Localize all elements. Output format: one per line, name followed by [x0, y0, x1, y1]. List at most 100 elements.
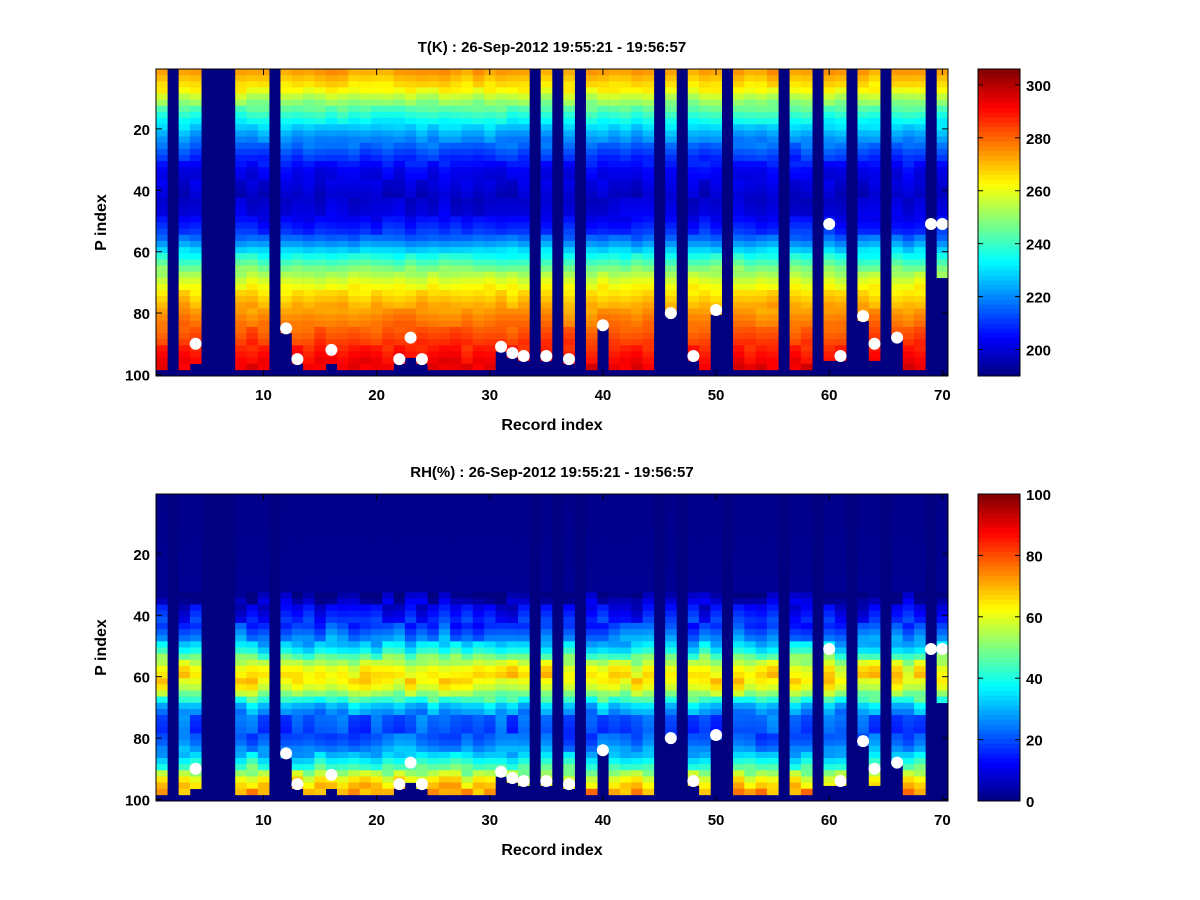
heatmap-cell — [416, 148, 428, 156]
heatmap-cell — [291, 555, 304, 562]
heatmap-cell — [370, 314, 383, 322]
heatmap-cell — [382, 87, 394, 94]
heatmap-cell — [518, 739, 530, 747]
heatmap-cell — [189, 142, 202, 150]
heatmap-cell — [823, 124, 836, 131]
heatmap-cell — [914, 87, 926, 94]
heatmap-cell — [506, 124, 519, 131]
heatmap-cell — [461, 678, 474, 685]
heatmap-cell — [733, 296, 745, 303]
heatmap-cell — [404, 302, 417, 309]
heatmap-cell — [755, 543, 768, 550]
heatmap-cell — [687, 259, 700, 266]
heatmap-cell — [506, 277, 519, 285]
heatmap-cell — [235, 567, 247, 575]
heatmap-cell — [325, 308, 338, 315]
heatmap-cell — [563, 629, 575, 636]
heatmap-cell — [438, 154, 451, 162]
heatmap-cell — [370, 277, 383, 285]
heatmap-cell — [303, 191, 315, 199]
heatmap-cell — [178, 179, 191, 186]
heatmap-cell — [631, 758, 643, 765]
heatmap-cell — [461, 567, 474, 575]
heatmap-cell — [314, 105, 327, 113]
heatmap-cell — [755, 111, 768, 119]
heatmap-cell — [404, 536, 417, 544]
heatmap-column — [325, 494, 338, 790]
heatmap-cell — [348, 148, 360, 156]
heatmap-cell — [597, 142, 609, 150]
heatmap-cell — [416, 105, 428, 113]
heatmap-cell — [563, 222, 575, 229]
heatmap-cell — [246, 770, 259, 777]
heatmap-cell — [257, 629, 270, 636]
colorbar-segment — [978, 208, 1020, 214]
x-tick-label: 50 — [708, 387, 725, 404]
heatmap-cell — [416, 506, 428, 513]
heatmap-cell — [518, 665, 530, 673]
heatmap-cell — [665, 259, 677, 266]
heatmap-cell — [325, 715, 338, 722]
heatmap-cell — [178, 561, 191, 568]
heatmap-cell — [597, 308, 609, 315]
heatmap-cell — [914, 69, 926, 76]
heatmap-cell — [585, 672, 598, 679]
heatmap-cell — [359, 506, 372, 513]
heatmap-cell — [631, 702, 643, 710]
heatmap-cell — [484, 647, 496, 654]
heatmap-cell — [687, 173, 700, 180]
heatmap-cell — [891, 105, 904, 113]
heatmap-cell — [506, 721, 519, 728]
heatmap-cell — [710, 167, 723, 174]
heatmap-cell — [766, 314, 779, 322]
heatmap-cell — [427, 216, 440, 223]
heatmap-cell — [823, 253, 836, 260]
heatmap-cell — [699, 339, 711, 346]
heatmap-cell — [710, 161, 723, 168]
heatmap-cell — [506, 228, 519, 236]
colorbar-segment — [978, 323, 1020, 329]
heatmap-cell — [619, 69, 632, 76]
heatmap-cell — [416, 764, 428, 771]
heatmap-cell — [585, 610, 598, 618]
heatmap-cell — [914, 320, 926, 328]
heatmap-cell — [495, 265, 508, 272]
heatmap-cell — [563, 653, 575, 661]
heatmap-cell — [800, 69, 813, 76]
heatmap-cell — [800, 616, 813, 624]
heatmap-cell — [438, 283, 451, 291]
heatmap-cell — [642, 678, 655, 685]
heatmap-cell — [619, 240, 632, 248]
heatmap-cell — [631, 363, 643, 371]
heatmap-cell — [348, 333, 360, 340]
heatmap-cell — [891, 142, 904, 150]
heatmap-cell — [631, 782, 643, 790]
heatmap-cell — [540, 610, 553, 618]
heatmap-cell — [744, 167, 756, 174]
heatmap-cell — [484, 148, 496, 156]
colorbar-segment — [978, 260, 1020, 267]
heatmap-cell — [314, 715, 327, 722]
heatmap-cell — [755, 75, 768, 82]
heatmap-cell — [189, 277, 202, 285]
heatmap-cell — [766, 253, 779, 260]
heatmap-cell — [699, 228, 711, 236]
heatmap-cell — [699, 142, 711, 150]
heatmap-cell — [733, 142, 745, 150]
heatmap-cell — [823, 161, 836, 168]
heatmap-cell — [427, 136, 440, 143]
heatmap-cell — [189, 530, 202, 538]
heatmap-cell — [427, 739, 440, 747]
heatmap-cell — [631, 204, 643, 211]
heatmap-cell — [563, 727, 575, 734]
heatmap-cell — [370, 573, 383, 581]
heatmap-cell — [235, 351, 247, 358]
heatmap-cell — [348, 363, 360, 371]
heatmap-cell — [314, 99, 327, 107]
heatmap-cell — [382, 326, 394, 334]
heatmap-cell — [189, 549, 202, 556]
heatmap-cell — [687, 124, 700, 131]
heatmap-cell — [370, 641, 383, 648]
heatmap-cell — [631, 518, 643, 525]
heatmap-cell — [257, 222, 270, 229]
